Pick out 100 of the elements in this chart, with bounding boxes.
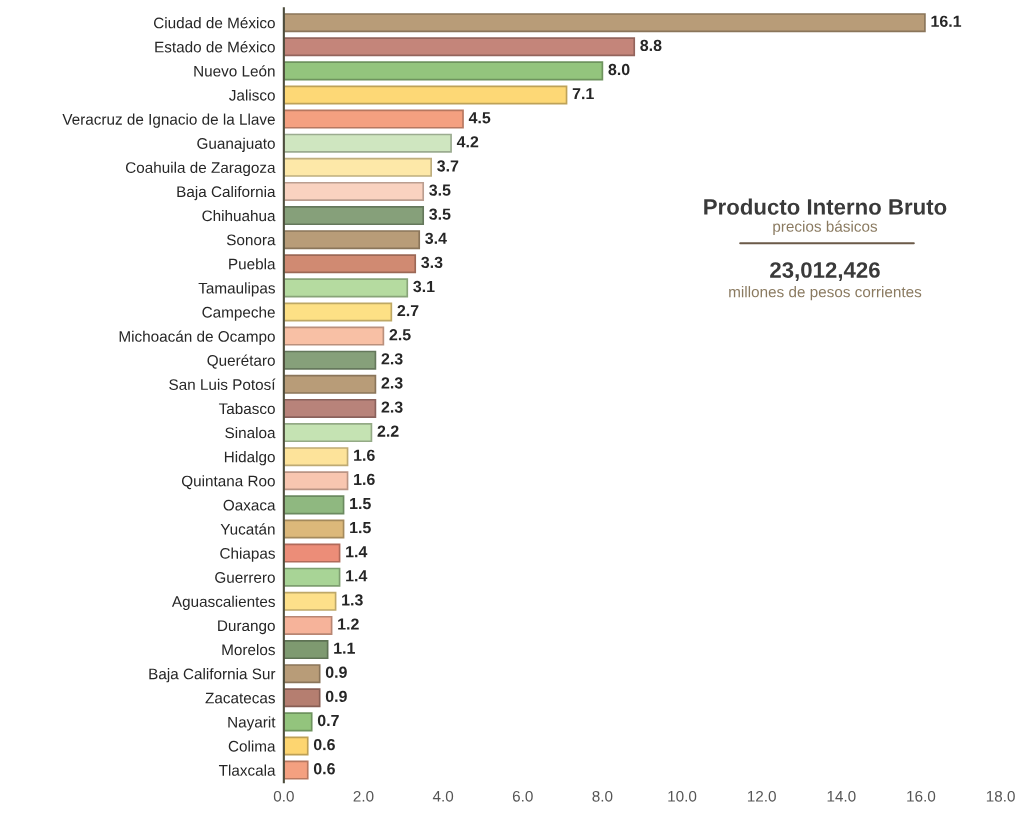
y-tick-label: Colima <box>228 740 276 752</box>
y-tick-label: Nuevo León <box>194 65 275 77</box>
y-tick-label: Puebla <box>229 258 276 270</box>
bar <box>283 615 333 635</box>
y-tick-label: Oaxaca <box>223 499 276 511</box>
y-tick-label: Zacatecas <box>205 692 275 704</box>
bar <box>283 374 377 394</box>
y-tick-label: Tamaulipas <box>198 282 275 297</box>
bar <box>283 326 385 346</box>
y-tick-label: Baja California <box>177 185 276 201</box>
data-label: 0.7 <box>317 714 339 727</box>
bar <box>283 109 464 129</box>
y-tick-label: San Luis Potosí <box>169 378 276 390</box>
y-tick-label: Coahuila de Zaragoza <box>125 161 276 177</box>
data-label: 1.5 <box>350 498 371 510</box>
x-tick-label: 0.0 <box>273 790 294 802</box>
y-tick-label: Quintana Roo <box>181 475 275 490</box>
x-tick-label: 10.0 <box>668 790 697 802</box>
data-label: 1.3 <box>342 594 363 606</box>
y-tick-label: Sinaloa <box>225 427 276 439</box>
data-label: 1.2 <box>338 618 359 630</box>
y-tick-label: Guanajuato <box>197 137 275 152</box>
y-tick-label: Durango <box>218 620 275 635</box>
bar <box>283 423 373 443</box>
bar <box>283 230 421 250</box>
data-label: 0.6 <box>313 763 335 775</box>
y-tick-label: Aguascalientes <box>171 595 275 611</box>
bar <box>283 157 433 177</box>
annotation: millones de pesos corrientes <box>729 286 922 301</box>
bar <box>283 495 345 515</box>
y-tick-label: Campeche <box>202 306 275 321</box>
bar <box>283 398 377 418</box>
annotation: 23,012,426 <box>770 262 880 282</box>
bar <box>283 181 425 201</box>
y-tick-label: Guerrero <box>215 572 275 583</box>
data-label: 2.5 <box>389 329 411 341</box>
bar <box>283 688 321 708</box>
y-tick-label: Tabasco <box>218 402 275 415</box>
x-tick-label: 16.0 <box>907 790 936 802</box>
data-label: 3.3 <box>421 256 443 269</box>
bar <box>283 206 425 226</box>
bar <box>283 350 377 370</box>
bar <box>283 13 926 33</box>
bar <box>283 736 309 756</box>
y-tick-label: Yucatán <box>220 523 275 535</box>
data-label: 3.5 <box>429 184 451 196</box>
data-label: 1.6 <box>354 449 375 461</box>
y-tick-label: Baja California Sur <box>149 668 276 683</box>
x-tick-label: 8.0 <box>592 790 613 802</box>
bar <box>283 664 321 684</box>
y-tick-label: Estado de México <box>155 41 275 53</box>
data-label: 4.2 <box>456 136 479 148</box>
data-label: 2.3 <box>381 377 403 389</box>
data-label: 16.1 <box>931 15 962 27</box>
data-label: 1.6 <box>354 473 375 486</box>
y-tick-label: Hidalgo <box>224 451 275 466</box>
data-label: 1.1 <box>334 642 355 654</box>
data-label: 8.0 <box>608 63 630 76</box>
data-label: 3.5 <box>429 208 451 220</box>
data-label: 1.4 <box>346 570 368 582</box>
bar <box>283 519 345 539</box>
data-label: 8.8 <box>640 39 662 52</box>
y-tick-label: Ciudad de México <box>154 16 275 29</box>
data-label: 3.1 <box>413 280 435 293</box>
data-label: 3.4 <box>425 232 447 244</box>
bar <box>283 471 349 491</box>
y-tick-label: Morelos <box>222 644 275 656</box>
annotation: precios básicos <box>773 220 878 235</box>
x-tick-label: 14.0 <box>827 790 856 802</box>
y-tick-label: Chiapas <box>220 547 275 562</box>
y-tick-label: Jalisco <box>229 89 275 101</box>
data-label: 3.7 <box>437 160 459 172</box>
data-label: 2.3 <box>381 353 403 365</box>
data-label: 2.2 <box>377 425 399 437</box>
y-tick-label: Michoacán de Ocampo <box>119 330 275 345</box>
y-tick-label: Tlaxcala <box>218 764 276 776</box>
data-label: 1.5 <box>350 522 371 534</box>
x-tick-label: 4.0 <box>432 790 454 802</box>
data-label: 2.3 <box>381 401 403 413</box>
data-label: 2.7 <box>397 304 419 317</box>
bar <box>283 760 309 780</box>
y-tick-label: Nayarit <box>228 716 276 731</box>
y-tick-label: Querétaro <box>207 354 275 369</box>
data-label: 7.1 <box>572 88 594 100</box>
bar <box>283 37 636 57</box>
data-label: 0.9 <box>325 666 347 678</box>
data-label: 0.9 <box>325 690 347 703</box>
bar <box>283 254 417 274</box>
bar <box>283 133 452 153</box>
bar <box>283 278 409 298</box>
y-tick-label: Veracruz de Ignacio de la Llave <box>62 113 275 128</box>
bar <box>283 591 337 611</box>
x-tick-label: 2.0 <box>353 790 374 802</box>
data-label: 4.5 <box>468 112 491 124</box>
bar <box>283 302 393 322</box>
y-tick-label: Chihuahua <box>202 210 276 222</box>
x-tick-label: 12.0 <box>747 790 776 802</box>
bar <box>283 640 329 660</box>
bar <box>283 712 313 732</box>
x-tick-label: 18.0 <box>986 790 1015 802</box>
